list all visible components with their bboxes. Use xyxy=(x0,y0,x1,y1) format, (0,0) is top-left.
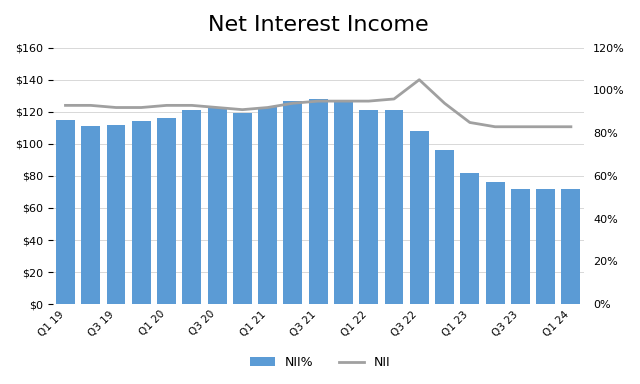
Bar xyxy=(233,113,252,304)
Bar xyxy=(308,99,328,304)
Bar xyxy=(157,118,176,304)
Bar xyxy=(56,120,75,304)
Bar xyxy=(284,101,302,304)
Bar xyxy=(536,189,555,304)
Bar xyxy=(81,126,100,304)
Bar xyxy=(486,182,504,304)
Bar xyxy=(511,189,530,304)
Bar xyxy=(359,110,378,304)
Title: Net Interest Income: Net Interest Income xyxy=(208,15,429,35)
Bar xyxy=(207,107,227,304)
Bar xyxy=(410,131,429,304)
Bar xyxy=(435,150,454,304)
Bar xyxy=(182,110,202,304)
Bar xyxy=(334,102,353,304)
Bar xyxy=(561,189,580,304)
Bar xyxy=(385,110,403,304)
Legend: NII%, NII: NII%, NII xyxy=(245,351,395,374)
Bar xyxy=(106,125,125,304)
Bar xyxy=(132,121,151,304)
Bar xyxy=(460,173,479,304)
Bar xyxy=(258,107,277,304)
